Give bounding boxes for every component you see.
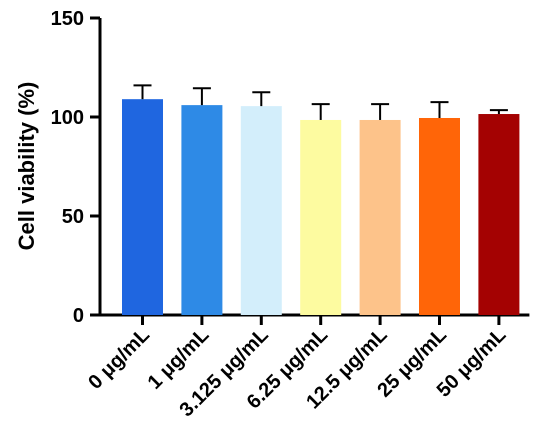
x-tick-labels: 0 μg/mL1 μg/mL3.125 μg/mL6.25 μg/mL12.5 … bbox=[84, 324, 510, 421]
bar bbox=[122, 99, 163, 316]
bar bbox=[181, 105, 223, 316]
y-tick-label: 100 bbox=[51, 107, 84, 129]
y-tick-label: 150 bbox=[51, 8, 84, 30]
bar bbox=[359, 119, 401, 315]
error-bars bbox=[133, 84, 508, 120]
bar bbox=[300, 119, 342, 315]
x-tick-label: 0 μg/mL bbox=[84, 324, 154, 394]
bar bbox=[419, 117, 460, 316]
y-tick-label: 50 bbox=[62, 206, 84, 228]
bars bbox=[122, 99, 520, 316]
y-axis-title: Cell viability (%) bbox=[14, 82, 39, 251]
y-tick-label: 0 bbox=[73, 305, 84, 327]
y-tick-labels: 0 50 100 150 bbox=[51, 8, 84, 327]
bar bbox=[240, 106, 282, 315]
bar bbox=[478, 114, 520, 315]
